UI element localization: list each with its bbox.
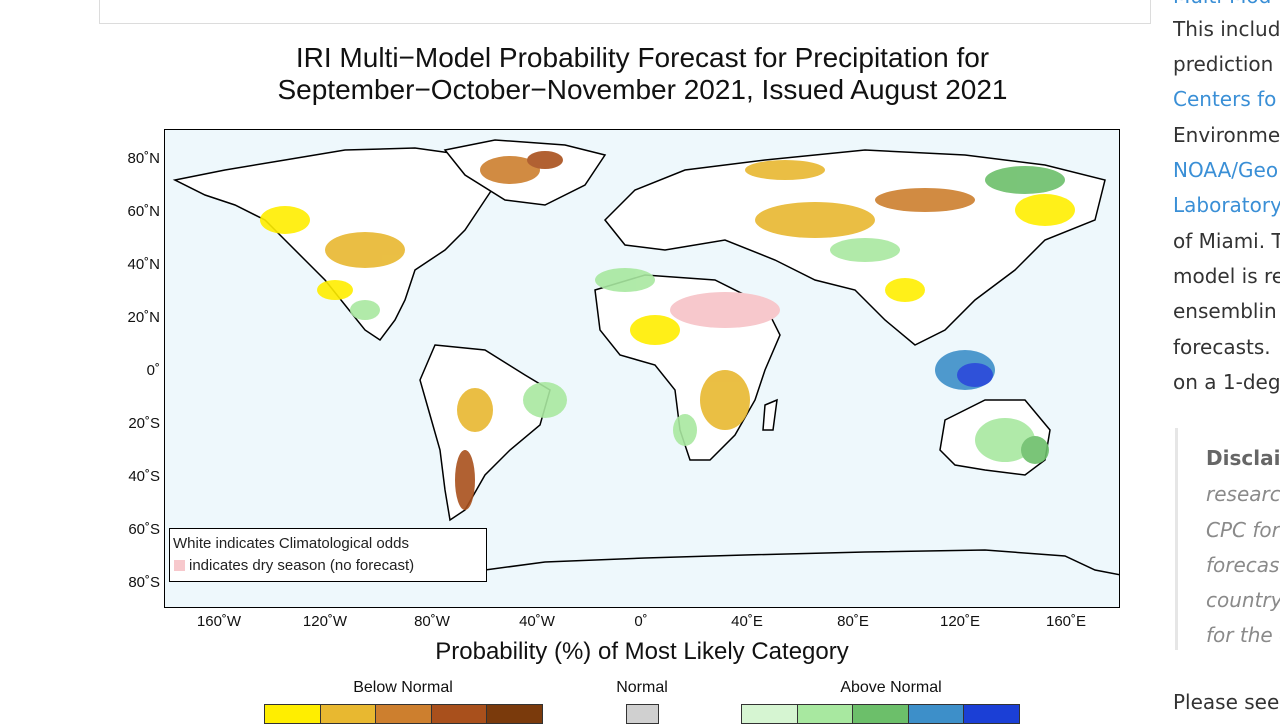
text-line: model is re <box>1173 264 1280 288</box>
south-america-landmass <box>419 344 551 522</box>
colorbar-swatch <box>265 705 321 723</box>
map-legend-box: White indicates Climatological odds indi… <box>169 528 487 582</box>
colorbar-swatch <box>627 705 658 723</box>
lat-label: 60˚S <box>128 521 160 538</box>
top-content-box <box>99 0 1151 24</box>
colorbar-swatch <box>853 705 909 723</box>
noaa-link[interactable]: NOAA/Geo <box>1173 158 1279 182</box>
lon-label: 0˚ <box>634 613 648 630</box>
madagascar-landmass <box>762 398 778 431</box>
disclaimer-line: country <box>1206 588 1280 612</box>
lon-label: 40˚E <box>731 613 763 630</box>
disclaimer-line: CPC fore <box>1206 518 1280 542</box>
below-normal-label: Below Normal <box>353 679 453 696</box>
map-title: IRI Multi−Model Probability Forecast for… <box>95 42 1190 106</box>
probability-axis-label: Probability (%) of Most Likely Category <box>435 638 849 665</box>
below-normal-colorbar <box>264 704 543 724</box>
text-line: prediction <box>1173 52 1274 76</box>
colorbar-swatch <box>487 705 542 723</box>
lat-label: 20˚N <box>127 309 160 326</box>
disclaimer-line: research <box>1206 482 1280 506</box>
lat-label: 0˚ <box>146 362 160 379</box>
above-normal-patches <box>350 166 1065 464</box>
article-text-column: Multi-Mod This includ prediction Centers… <box>1173 0 1280 720</box>
map-title-line2: September−October−November 2021, Issued … <box>277 74 1008 105</box>
lat-label: 20˚S <box>128 415 160 432</box>
disclaimer-line: for the c <box>1206 623 1280 647</box>
colorbar-swatch <box>431 705 488 723</box>
world-map-graphic <box>172 139 1119 576</box>
lon-label: 160˚E <box>1045 613 1087 630</box>
legend-climatology-note: White indicates Climatological odds <box>173 535 409 552</box>
lon-label: 160˚W <box>196 613 242 630</box>
colorbar-swatch <box>376 705 432 723</box>
lon-label: 80˚E <box>837 613 869 630</box>
above-normal-colorbar <box>741 704 1020 724</box>
below-normal-patches <box>260 151 1075 510</box>
lon-label: 120˚W <box>302 613 348 630</box>
text-line: of Miami. T <box>1173 229 1280 253</box>
colorbar-swatch <box>964 705 1019 723</box>
colorbar-swatch <box>320 705 377 723</box>
colorbar-swatch <box>797 705 854 723</box>
dry-season-swatch <box>174 560 185 571</box>
forecast-map: White indicates Climatological odds indi… <box>164 129 1120 608</box>
lat-label: 60˚N <box>127 203 160 220</box>
text-line: on a 1-deg <box>1173 370 1280 394</box>
lon-label: 120˚E <box>939 613 981 630</box>
dry-season-sahara <box>670 292 780 328</box>
lat-label: 80˚N <box>127 150 160 167</box>
text-line: forecasts. <box>1173 335 1271 359</box>
text-line: ensemblin <box>1173 299 1277 323</box>
lat-label: 40˚S <box>128 468 160 485</box>
legend-dry-season-note: indicates dry season (no forecast) <box>189 557 415 574</box>
text-line: This includ <box>1173 17 1280 41</box>
lon-label: 40˚W <box>519 613 555 630</box>
lat-label: 80˚S <box>128 574 160 591</box>
text-line: Environme <box>1173 123 1280 147</box>
above-normal-label: Above Normal <box>840 679 942 696</box>
disclaimer-heading: Disclai <box>1206 446 1280 470</box>
colorbar-swatch <box>908 705 965 723</box>
map-title-line1: IRI Multi−Model Probability Forecast for… <box>295 42 990 73</box>
normal-label: Normal <box>616 679 668 696</box>
multi-model-link[interactable]: Multi-Mod <box>1173 0 1271 8</box>
normal-colorbar <box>626 704 659 724</box>
disclaimer-blockquote: Disclai research CPC fore forecast count… <box>1175 428 1280 650</box>
centers-link[interactable]: Centers fo <box>1173 87 1277 111</box>
please-see-text: Please see <box>1173 690 1280 714</box>
laboratory-link[interactable]: Laboratory <box>1173 193 1280 217</box>
disclaimer-line: forecast <box>1206 553 1280 577</box>
lon-label: 80˚W <box>414 613 450 630</box>
antarctica-coast <box>484 549 1119 576</box>
colorbar-swatch <box>742 705 798 723</box>
lat-label: 40˚N <box>127 256 160 273</box>
